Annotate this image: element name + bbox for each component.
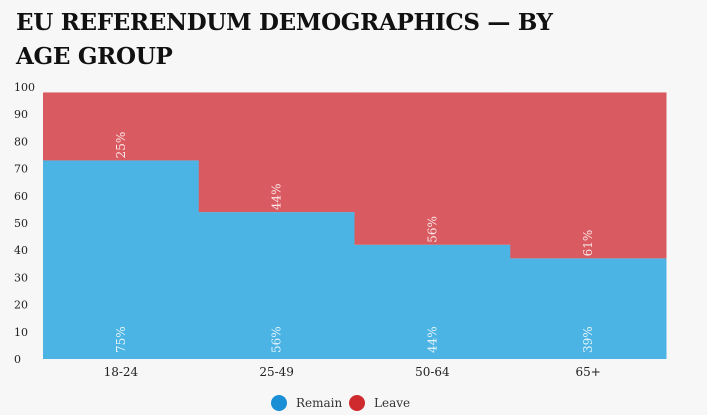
bar-remain-65+ [510,258,667,359]
y-tick-label: 80 [14,135,28,148]
data-label-remain: 75% [114,326,128,353]
data-label-remain: 39% [581,326,595,353]
y-tick-label: 50 [14,217,28,230]
chart-title: EU REFERENDUM DEMOGRAPHICS — BY AGE GROU… [16,9,553,70]
bar-leave-50-64 [354,92,511,245]
x-category-label: 25-49 [259,365,294,379]
bar-remain-25-49 [198,212,355,359]
y-tick-label: 20 [14,299,28,312]
y-tick-label: 10 [14,326,28,339]
data-label-leave: 44% [270,183,284,210]
legend-marker-leave [349,395,365,411]
data-label-leave: 25% [114,132,128,159]
y-tick-label: 0 [14,353,21,366]
y-tick-label: 30 [14,271,28,284]
y-tick-label: 100 [14,81,35,94]
y-tick-label: 90 [14,108,28,121]
y-tick-label: 60 [14,190,28,203]
x-category-label: 65+ [575,365,600,379]
legend-marker-remain [271,395,287,411]
bar-remain-50-64 [354,244,511,359]
legend-label-leave: Leave [374,396,410,410]
data-label-leave: 56% [425,216,439,243]
bar-leave-18-24 [43,92,200,161]
data-label-remain: 56% [270,326,284,353]
bar-remain-18-24 [43,160,200,359]
y-tick-label: 70 [14,163,28,176]
x-category-label: 18-24 [104,365,139,379]
bar-leave-25-49 [198,92,355,213]
data-label-remain: 44% [425,326,439,353]
bar-leave-65+ [510,92,667,259]
data-label-leave: 61% [581,230,595,257]
y-tick-label: 40 [14,244,28,257]
x-category-label: 50-64 [415,365,450,379]
legend-label-remain: Remain [296,396,343,410]
